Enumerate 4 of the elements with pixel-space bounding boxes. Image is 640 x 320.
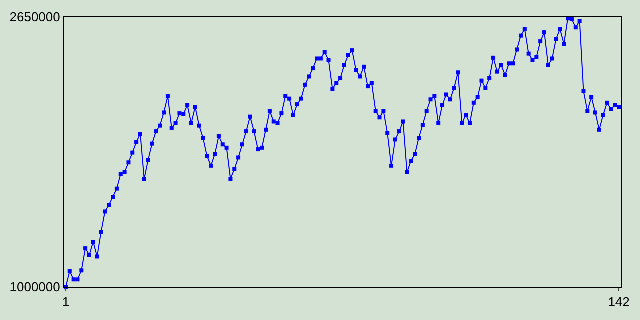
y-tick-label: 1000000	[10, 280, 60, 295]
y-tick-label: 2650000	[10, 10, 60, 25]
x-tick-label: 142	[608, 294, 630, 310]
x-tick-label: 1	[62, 294, 70, 310]
